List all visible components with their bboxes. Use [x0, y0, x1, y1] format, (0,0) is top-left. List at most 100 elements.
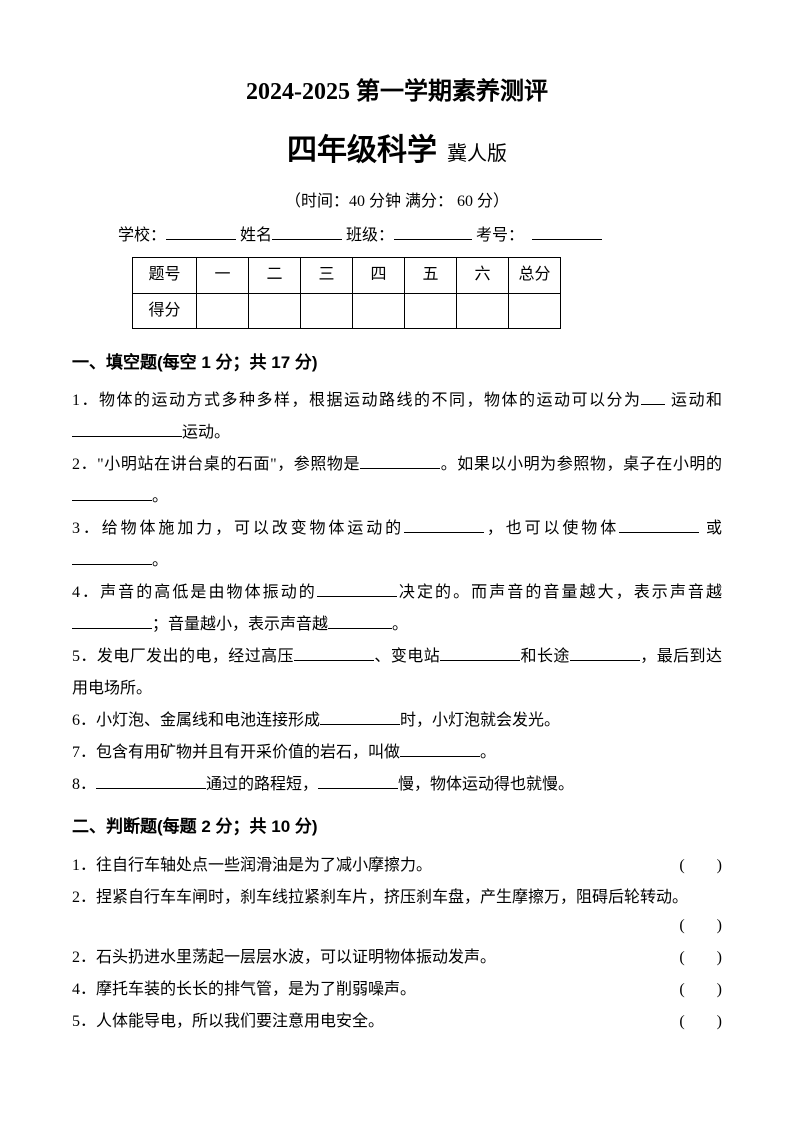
judge-text: 1．往自行车轴处点一些润滑油是为了减小摩擦力。	[72, 850, 679, 882]
q-text: 和长途	[520, 648, 570, 665]
fill-blank[interactable]	[318, 774, 398, 789]
q7: 7．包含有用矿物并且有开采价值的岩石，叫做 。	[72, 737, 722, 769]
judge-paren[interactable]: ( )	[679, 974, 722, 1006]
q-text: 。	[152, 488, 168, 505]
q-text: 通过的路程短，	[206, 776, 318, 793]
q-text: 。	[392, 616, 408, 633]
score-cell[interactable]	[353, 293, 405, 328]
q8: 8． 通过的路程短， 慢，物体运动得也就慢。	[72, 769, 722, 801]
class-blank[interactable]	[394, 224, 472, 240]
exam-title-line2: 四年级科学 冀人版	[72, 122, 722, 179]
q-text: 运动。	[182, 424, 230, 441]
row-label: 得分	[133, 293, 197, 328]
class-label: 班级：	[346, 227, 394, 244]
q-text: 1．物体的运动方式多种多样，根据运动路线的不同，物体的运动可以分为	[72, 392, 641, 409]
fill-blank[interactable]	[96, 774, 206, 789]
fill-blank[interactable]	[440, 646, 520, 661]
fill-blank[interactable]	[320, 710, 400, 725]
judge-text: 2．捏紧自行车车闸时，刹车线拉紧刹车片，挤压刹车盘，产生摩擦万，阻碍后轮转动。	[72, 889, 688, 906]
q-text: 运动和	[671, 392, 722, 409]
judge-text: 2．石头扔进水里荡起一层层水波，可以证明物体振动发声。	[72, 942, 679, 974]
name-label: 姓名	[240, 227, 272, 244]
q2: 2．"小明站在讲台桌的石面"，参照物是 。如果以小明为参照物，桌子在小明的。	[72, 449, 722, 513]
name-blank[interactable]	[272, 224, 342, 240]
fill-blank[interactable]	[317, 582, 397, 597]
fill-blank[interactable]	[619, 518, 699, 533]
fill-blank[interactable]	[570, 646, 640, 661]
q-text: 6．小灯泡、金属线和电池连接形成	[72, 712, 320, 729]
fill-blank[interactable]	[72, 486, 152, 501]
col-header: 总分	[509, 258, 561, 293]
judge-item: 5．人体能导电，所以我们要注意用电安全。 ( )	[72, 1006, 722, 1038]
row-label: 题号	[133, 258, 197, 293]
judge-text: 5．人体能导电，所以我们要注意用电安全。	[72, 1006, 679, 1038]
score-cell[interactable]	[301, 293, 353, 328]
fill-blank[interactable]	[404, 518, 484, 533]
edition-label: 冀人版	[447, 143, 507, 165]
q-text: 、变电站	[374, 648, 440, 665]
judge-item: 1．往自行车轴处点一些润滑油是为了减小摩擦力。 ( )	[72, 850, 722, 882]
q-text: 5．发电厂发出的电，经过高压	[72, 648, 294, 665]
judge-item: 2．石头扔进水里荡起一层层水波，可以证明物体振动发声。 ( )	[72, 942, 722, 974]
fill-blank[interactable]	[72, 550, 152, 565]
subject-title: 四年级科学	[287, 134, 437, 167]
student-info-line: 学校： 姓名 班级： 考号：	[118, 221, 722, 251]
q-text: 慢，物体运动得也就慢。	[398, 776, 574, 793]
examno-label: 考号：	[476, 227, 524, 244]
fill-blank[interactable]	[400, 742, 480, 757]
judge-paren-row: ( )	[72, 910, 722, 942]
q-text: 决定的。而声音的音量越大，表示声音越	[397, 584, 722, 601]
q-text: 或	[706, 520, 722, 537]
judge-text: 4．摩托车装的长长的排气管，是为了削弱噪声。	[72, 974, 679, 1006]
col-header: 六	[457, 258, 509, 293]
judge-paren[interactable]: ( )	[679, 910, 722, 942]
fill-blank[interactable]	[72, 614, 152, 629]
col-header: 二	[249, 258, 301, 293]
q-text: ，也可以使物体	[484, 520, 619, 537]
judge-paren[interactable]: ( )	[679, 942, 722, 974]
judge-paren[interactable]: ( )	[679, 1006, 722, 1038]
judge-item: 4．摩托车装的长长的排气管，是为了削弱噪声。 ( )	[72, 974, 722, 1006]
section2-heading: 二、判断题(每题 2 分；共 10 分)	[72, 811, 722, 843]
section1-heading: 一、填空题(每空 1 分；共 17 分)	[72, 347, 722, 379]
q-text: 。	[480, 744, 496, 761]
q-text: 3．给物体施加力，可以改变物体运动的	[72, 520, 404, 537]
exam-title-line1: 2024-2025 第一学期素养测评	[72, 70, 722, 116]
q4: 4．声音的高低是由物体振动的 决定的。而声音的音量越大，表示声音越 ；音量越小，表示…	[72, 577, 722, 641]
q-text: 7．包含有用矿物并且有开采价值的岩石，叫做	[72, 744, 400, 761]
q-text: 时，小灯泡就会发光。	[400, 712, 560, 729]
q1: 1．物体的运动方式多种多样，根据运动路线的不同，物体的运动可以分为 运动和运动。	[72, 385, 722, 449]
table-row: 题号 一 二 三 四 五 六 总分	[133, 258, 561, 293]
fill-blank[interactable]	[641, 390, 665, 405]
table-row: 得分	[133, 293, 561, 328]
score-cell[interactable]	[197, 293, 249, 328]
q-text: 8．	[72, 776, 96, 793]
fill-blank[interactable]	[328, 614, 392, 629]
q-text: 。	[152, 552, 168, 569]
q3: 3．给物体施加力，可以改变物体运动的 ，也可以使物体 或。	[72, 513, 722, 577]
q-text: 。如果以小明为参照物，桌子在小明的	[440, 456, 722, 473]
school-blank[interactable]	[166, 224, 236, 240]
score-table: 题号 一 二 三 四 五 六 总分 得分	[132, 257, 561, 329]
col-header: 四	[353, 258, 405, 293]
score-cell[interactable]	[249, 293, 301, 328]
fill-blank[interactable]	[360, 454, 440, 469]
col-header: 三	[301, 258, 353, 293]
fill-blank[interactable]	[294, 646, 374, 661]
exam-meta: （时间：40 分钟 满分： 60 分）	[72, 187, 722, 217]
col-header: 五	[405, 258, 457, 293]
q6: 6．小灯泡、金属线和电池连接形成 时，小灯泡就会发光。	[72, 705, 722, 737]
fill-blank[interactable]	[72, 422, 182, 437]
score-cell[interactable]	[405, 293, 457, 328]
examno-blank[interactable]	[532, 224, 602, 240]
q-text: 2．"小明站在讲台桌的石面"，参照物是	[72, 456, 360, 473]
spacer	[72, 910, 679, 942]
score-cell[interactable]	[509, 293, 561, 328]
q5: 5．发电厂发出的电，经过高压、变电站和长途，最后到达用电场所。	[72, 641, 722, 705]
q-text: 4．声音的高低是由物体振动的	[72, 584, 317, 601]
q-text: ；音量越小，表示声音越	[152, 616, 328, 633]
score-cell[interactable]	[457, 293, 509, 328]
judge-paren[interactable]: ( )	[679, 850, 722, 882]
col-header: 一	[197, 258, 249, 293]
school-label: 学校：	[118, 227, 166, 244]
